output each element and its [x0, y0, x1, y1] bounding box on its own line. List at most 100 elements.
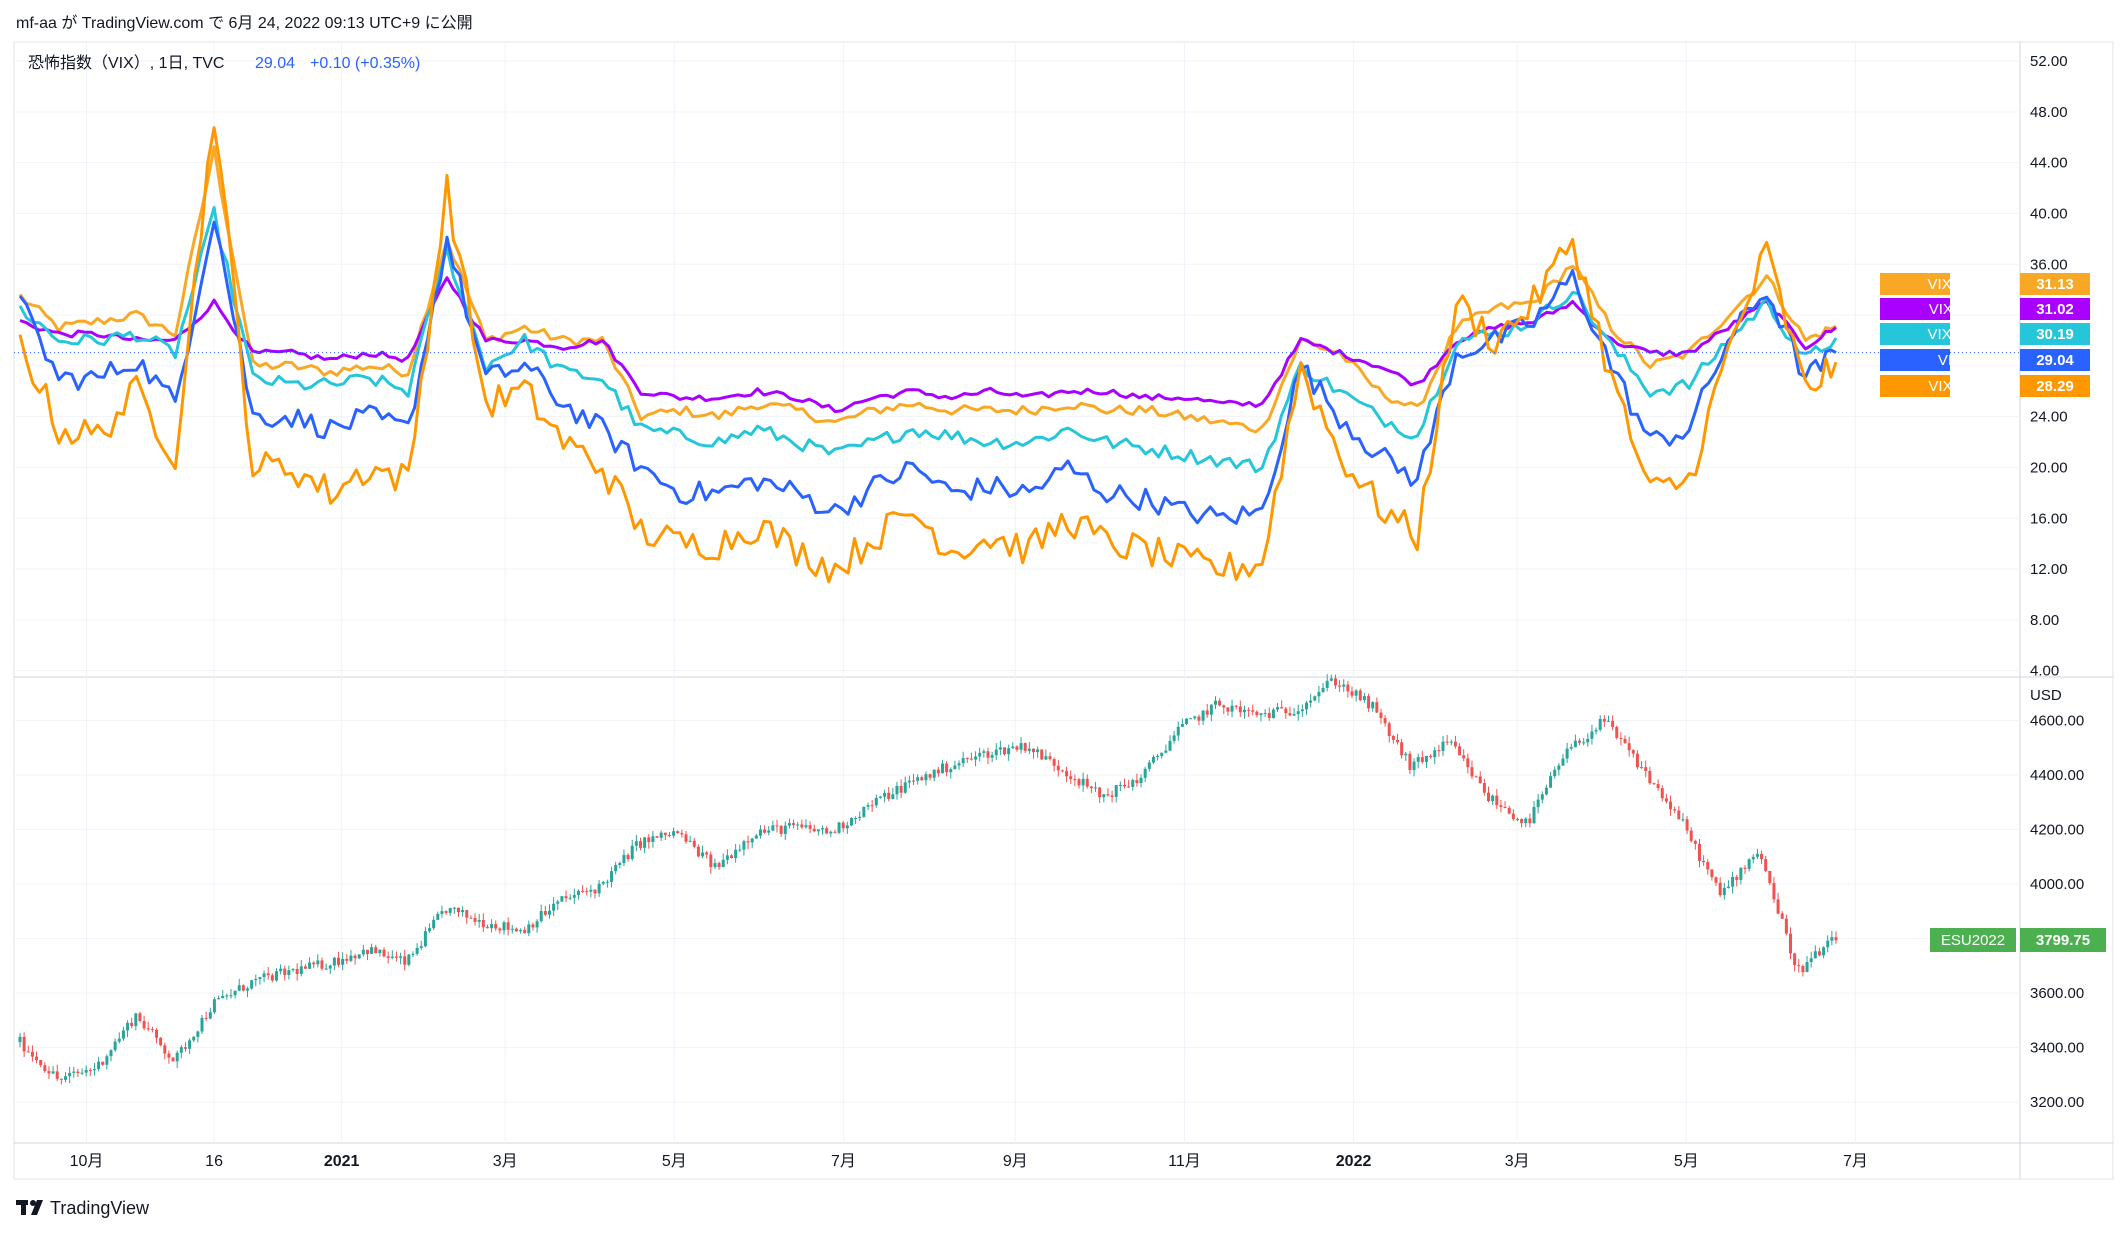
candle-body	[1065, 770, 1069, 777]
candle	[1669, 795, 1673, 816]
candle	[1648, 766, 1652, 785]
candle-body	[1528, 818, 1532, 824]
candle-body	[308, 962, 312, 969]
candle-body	[250, 980, 254, 989]
candle	[1793, 952, 1797, 972]
candle	[1242, 705, 1246, 719]
candle-body	[771, 825, 775, 831]
candle	[370, 943, 374, 954]
candle	[539, 904, 543, 923]
candle-body	[1702, 860, 1706, 863]
candle	[1205, 703, 1209, 718]
candle-body	[1693, 840, 1697, 844]
candle	[1060, 769, 1064, 773]
candle	[597, 880, 601, 897]
candle-body	[564, 896, 568, 899]
candle-body	[1338, 685, 1342, 687]
candle-body	[1458, 746, 1462, 756]
candle-body	[887, 792, 891, 800]
candle	[43, 1062, 47, 1073]
candle	[1652, 782, 1656, 785]
candle-body	[1122, 785, 1126, 787]
candle-body	[22, 1036, 26, 1052]
candle-body	[494, 924, 498, 929]
candle	[47, 1066, 51, 1079]
candle-body	[332, 957, 336, 966]
candle-body	[1830, 937, 1834, 941]
candle-body	[291, 968, 295, 971]
candle	[883, 789, 887, 803]
candle	[1201, 710, 1205, 725]
candle	[461, 906, 465, 917]
candle-body	[328, 965, 332, 969]
candle-body	[1416, 757, 1420, 762]
candle	[1354, 689, 1358, 702]
candle	[163, 1042, 167, 1060]
candle	[969, 752, 973, 761]
candle-body	[92, 1069, 96, 1071]
candle-body	[994, 749, 998, 756]
candle-body	[1681, 819, 1685, 821]
candle	[1081, 772, 1085, 792]
candle-body	[258, 977, 262, 979]
candle-body	[1375, 702, 1379, 713]
candle-body	[1640, 767, 1644, 769]
candle-body	[1019, 743, 1023, 750]
candle	[217, 995, 221, 1000]
candle-body	[1098, 787, 1102, 798]
candle	[514, 927, 518, 932]
candle-body	[581, 890, 585, 892]
y-tick-label: 3200.00	[2030, 1094, 2084, 1111]
candle-body	[167, 1053, 171, 1058]
candle-body	[535, 921, 539, 928]
candle-body	[1784, 918, 1788, 934]
candle	[35, 1051, 39, 1064]
candle-body	[1764, 859, 1768, 871]
x-tick-label: 9月	[1003, 1153, 1028, 1170]
candle-body	[519, 929, 523, 932]
candle-body	[849, 818, 853, 826]
candle	[179, 1045, 183, 1059]
candle	[1222, 704, 1226, 715]
candle	[1271, 707, 1275, 719]
candle-body	[76, 1071, 80, 1074]
candle	[1822, 946, 1826, 959]
candle	[1404, 752, 1408, 761]
candle-body	[274, 971, 278, 981]
candle	[601, 880, 605, 886]
series-name-tag	[1880, 298, 1950, 320]
series-line-vix9d	[18, 126, 1838, 584]
candle	[738, 844, 742, 853]
candle-body	[639, 841, 643, 848]
candle-body	[1760, 853, 1764, 860]
candle-body	[1656, 784, 1660, 789]
candle	[717, 861, 721, 870]
candle	[1462, 749, 1466, 762]
candle-body	[1747, 859, 1751, 869]
candle	[1561, 754, 1565, 767]
candle-body	[105, 1056, 109, 1065]
candle-body	[717, 863, 721, 868]
candle-body	[444, 911, 448, 913]
last-label-vix6m: VIX6M 31.13	[1880, 273, 2090, 295]
candle-body	[1503, 806, 1507, 808]
candle	[593, 889, 597, 899]
candle-body	[1300, 709, 1304, 712]
tradingview-logo[interactable]: TradingView	[16, 1198, 150, 1218]
candle	[1180, 718, 1184, 728]
candle	[1656, 779, 1660, 791]
candle-body	[713, 863, 717, 868]
candle	[1048, 752, 1052, 761]
candle-body	[858, 816, 862, 819]
candle-body	[833, 831, 837, 833]
candle-body	[1094, 787, 1098, 789]
legend-symbol[interactable]: 恐怖指数（VIX）, 1日, TVC	[28, 54, 224, 72]
candle	[862, 806, 866, 818]
candle	[262, 970, 266, 983]
candle	[353, 953, 357, 965]
candle	[502, 920, 506, 935]
candle-body	[55, 1071, 59, 1079]
candle	[295, 963, 299, 981]
candle	[1383, 715, 1387, 727]
candle-body	[217, 998, 221, 1000]
